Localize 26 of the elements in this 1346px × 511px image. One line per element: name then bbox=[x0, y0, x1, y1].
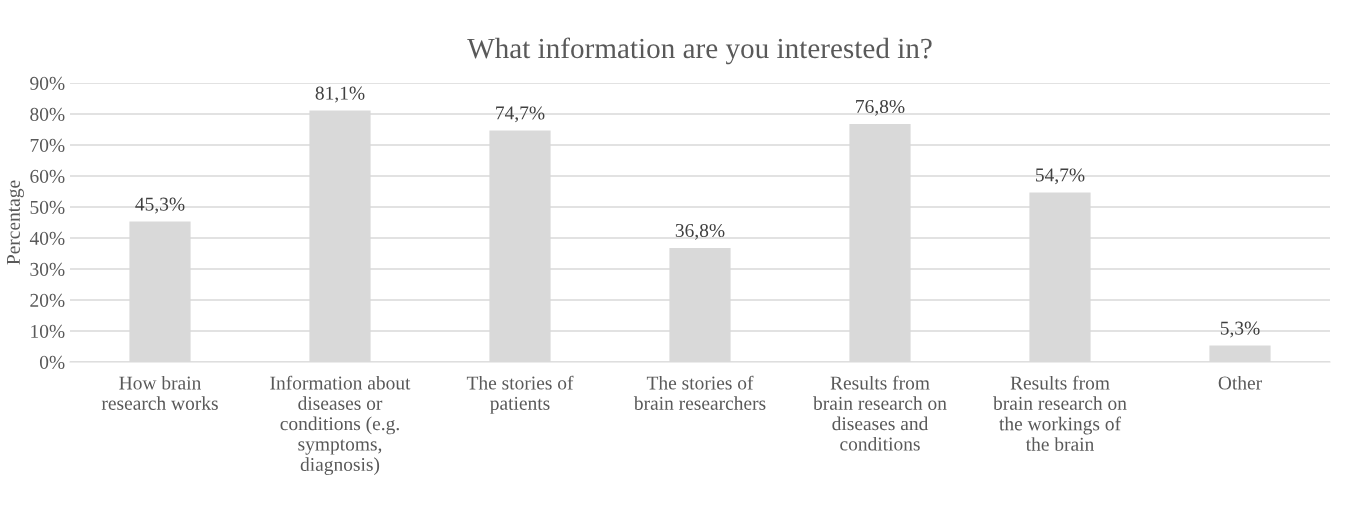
data-label: 81,1% bbox=[315, 86, 365, 103]
data-label: 54,7% bbox=[1036, 168, 1085, 185]
x-tick-label: Other bbox=[1218, 375, 1262, 390]
y-tick-label: 30% bbox=[30, 262, 65, 276]
y-tick-label: 40% bbox=[29, 231, 65, 245]
data-label: 76,8% bbox=[856, 99, 905, 116]
y-tick-label: 90% bbox=[30, 76, 65, 90]
y-tick-label: 0% bbox=[39, 355, 65, 369]
x-tick-label: The stories of patients bbox=[466, 375, 574, 414]
data-label: 74,7% bbox=[496, 106, 545, 123]
y-tick-label: 80% bbox=[30, 107, 65, 121]
y-tick-label: 50% bbox=[30, 200, 65, 214]
data-label: 45,3% bbox=[135, 197, 185, 214]
data-label: 36,8% bbox=[675, 223, 725, 240]
y-tick-label: 20% bbox=[30, 293, 65, 307]
x-tick-label: Information about diseases or conditions (e.g. symptoms, diagnosis) bbox=[270, 375, 411, 476]
y-tick-label: 70% bbox=[30, 138, 65, 152]
x-tick-label: Results from brain research on diseases and conditions bbox=[813, 375, 947, 451]
y-axis-title: Percentage bbox=[7, 180, 24, 265]
x-tick-label: The stories of brain researchers bbox=[633, 375, 766, 410]
x-tick-label: How brain research works bbox=[101, 375, 218, 410]
chart-title: What information are you interested in? bbox=[467, 37, 932, 65]
y-tick-label: 60% bbox=[30, 169, 65, 183]
y-tick-label: 10% bbox=[31, 324, 65, 338]
data-label: 5,3% bbox=[1220, 321, 1260, 338]
x-tick-label: Results from brain research on the workings of the brain bbox=[993, 375, 1127, 451]
